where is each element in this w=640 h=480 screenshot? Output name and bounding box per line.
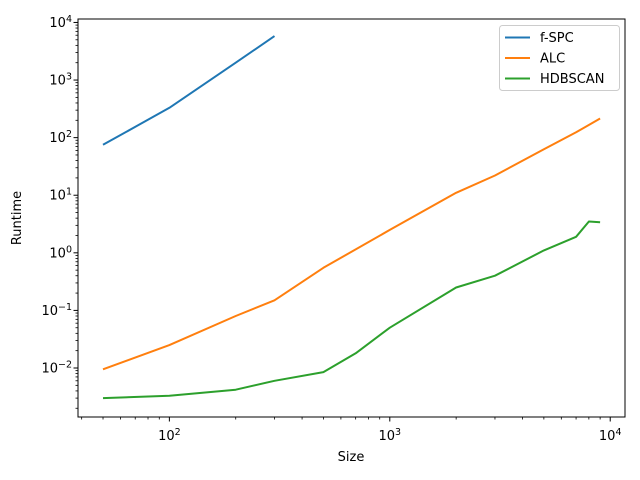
x-tick-label: 103 <box>378 427 401 444</box>
y-tick-label: 10−2 <box>41 360 72 377</box>
series-line-f-spc <box>102 35 276 146</box>
axis-tick-labels: 102 103 104 104 103 102 101 100 10−1 10−2 <box>41 14 621 444</box>
series-line-alc <box>102 117 601 371</box>
series-lines <box>102 35 601 400</box>
y-tick-label: 101 <box>49 187 72 204</box>
y-axis-label: Runtime <box>10 191 25 245</box>
legend-label-alc: ALC <box>540 52 565 67</box>
legend: f-SPC ALC HDBSCAN <box>499 25 620 91</box>
series-line-hdbscan <box>102 220 601 400</box>
y-tick-label: 103 <box>49 72 72 89</box>
plot-border <box>77 18 626 418</box>
legend-box <box>499 25 620 91</box>
y-tick-label: 102 <box>49 129 72 146</box>
legend-label-hdbscan: HDBSCAN <box>540 72 604 87</box>
plot-spines <box>77 18 626 418</box>
y-tick-label: 10−1 <box>41 302 72 319</box>
y-tick-label: 104 <box>49 14 72 31</box>
x-axis-label: Size <box>338 450 365 465</box>
y-tick-label: 100 <box>49 244 72 261</box>
x-tick-label: 102 <box>158 427 181 444</box>
legend-label-f-spc: f-SPC <box>540 31 574 46</box>
x-tick-label: 104 <box>599 427 622 444</box>
